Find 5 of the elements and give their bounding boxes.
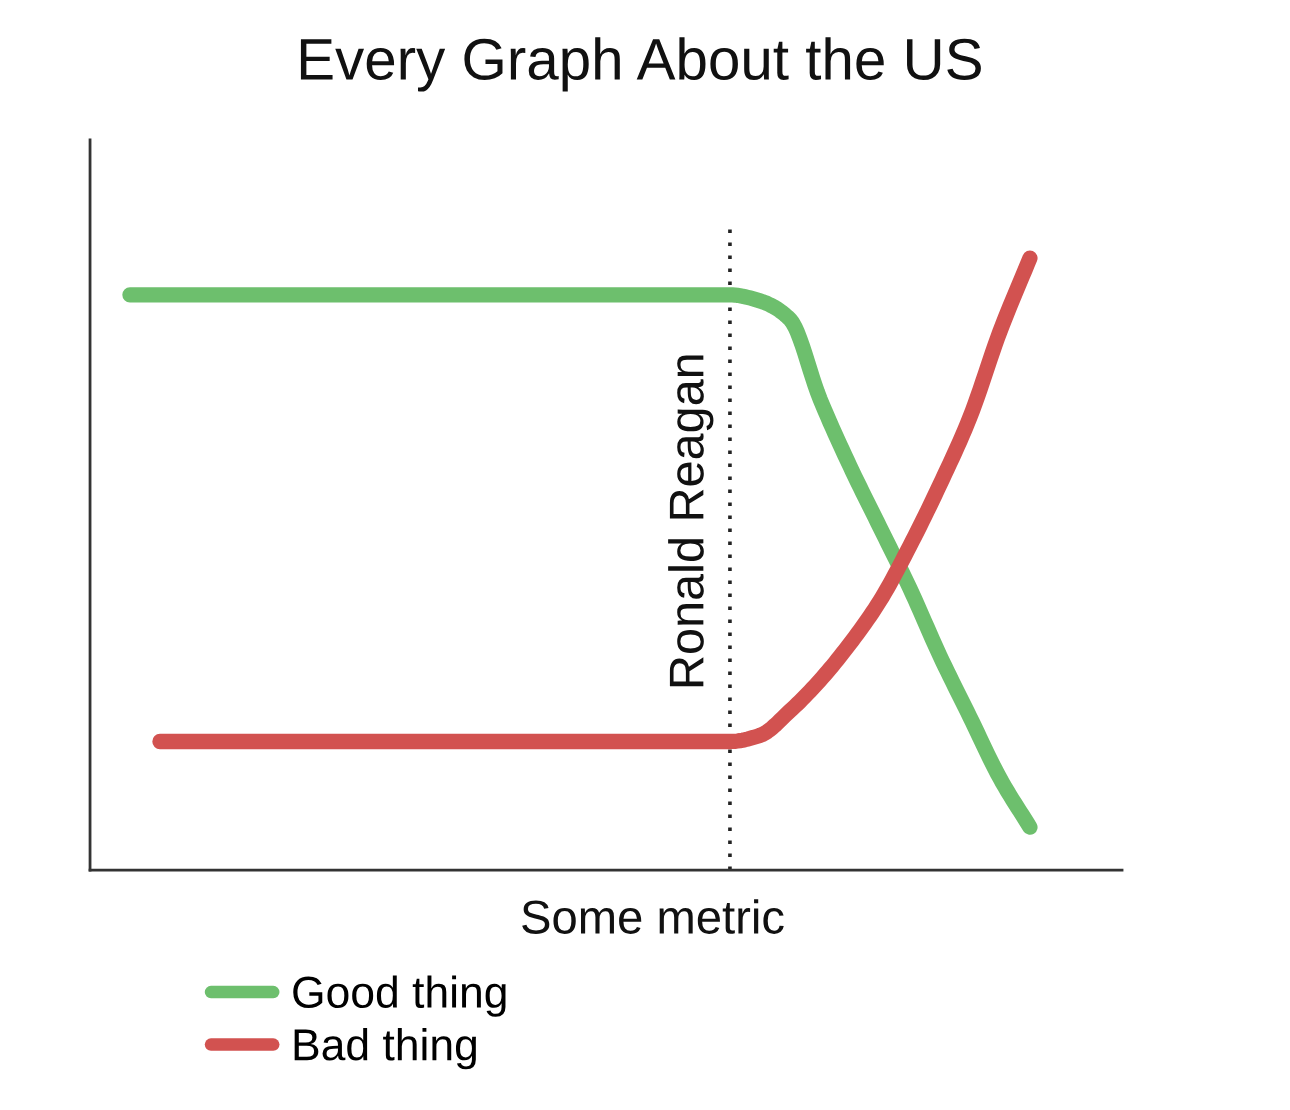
legend-label: Bad thing	[294, 1027, 476, 1070]
x-axis-title: Some metric	[522, 899, 784, 934]
annotation: Ronald Reagan	[668, 355, 714, 687]
legend-label: Good thing	[293, 975, 506, 1017]
chart-title: Every Graph About the US	[300, 37, 981, 92]
